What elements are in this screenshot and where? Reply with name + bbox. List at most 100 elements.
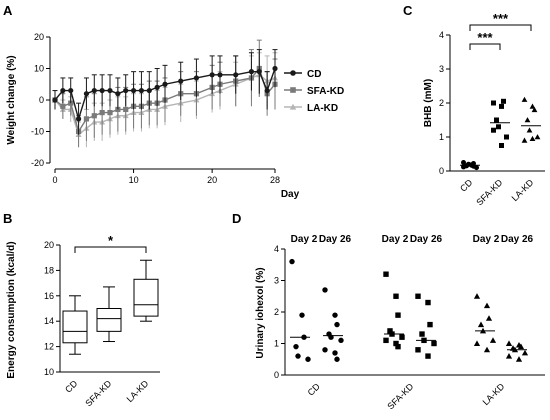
panel-a-y-tick-label: 0 [39,95,44,105]
panel-c-y-axis-title: BHB (mM) [423,79,434,127]
panel-d-point [477,321,485,328]
panel-label-a: A [3,3,13,18]
panel-d-category-label: CD [306,381,323,398]
panel-c-point [496,124,501,130]
panel-a-point [91,113,97,119]
panel-a-legend-label: LA-KD [307,103,338,114]
panel-a-y-tick-label: 10 [34,64,44,74]
panel-c-significance-bracket [469,24,532,31]
panel-b-y-tick-label: 14 [44,316,54,326]
panel-d-cd-day26-header: Day 26 [319,234,352,245]
panel-a-point [123,87,129,94]
panel-d-point [332,312,338,318]
panel-d-point [289,258,295,265]
panel-a-point [217,72,223,78]
panel-d-point [419,331,425,337]
panel-d-point [473,340,481,346]
panel-a-y-tick-label: -10 [31,127,44,137]
panel-b-y-tick-label: 16 [44,291,54,301]
panel-d-category-label: LA-KD [481,381,507,407]
panel-d-point [425,353,431,359]
panel-c-significance-label: *** [477,30,493,45]
panel-d-point [415,347,421,353]
panel-d-la-day26-header: Day 26 [501,234,534,245]
panel-a-legend-marker [290,87,296,93]
panel-a-point [272,65,278,72]
panel-d-point [473,293,481,299]
panel-c-category-label: CD [458,177,475,194]
panel-c-y-tick-label: 4 [439,30,444,40]
panel-a-point [52,97,58,103]
panel-a-y-tick-label: 20 [34,32,44,42]
panel-b-y-tick-label: 10 [44,367,54,377]
panel-d-point [334,356,340,362]
panel-c-y-tick-label: 0 [439,166,444,176]
panel-b-significance-bracket [74,246,147,253]
panel-d-point [322,347,328,353]
panel-d-point [399,334,405,340]
panel-d-point [332,350,338,356]
panel-b-category-label: CD [63,378,80,395]
panel-b-category-label: LA-KD [125,378,151,404]
panel-c-significance-bracket [469,43,501,50]
panel-d-point [505,340,513,346]
panel-c-point [526,127,533,133]
panel-d-sfa-day2-header: Day 2 [382,234,409,245]
panel-d-point [383,271,389,277]
panel-d-point [395,343,401,350]
panel-d-point [295,353,301,359]
panel-c-y-tick-label: 1 [439,132,444,142]
panel-a-point [193,75,200,81]
panel-d-point [299,312,305,318]
panel-a-x-tick-label: 10 [129,175,139,185]
panel-a-x-axis-title: Day [281,189,300,200]
panel-c-point [534,134,541,140]
panel-c-point [494,117,499,123]
panel-a-point [233,72,239,78]
panel-c-point [504,134,509,140]
panel-a-point [154,84,160,90]
panel-a-point [264,87,270,94]
panel-d-point [393,293,399,299]
panel-b-box [96,308,122,332]
panel-a-point [107,110,113,116]
panel-c-point [471,163,476,169]
panel-a-point [107,87,113,94]
panel-a-point [75,116,82,122]
panel-d-point [483,346,491,353]
panel-a-point [99,110,105,116]
panel-d-point [383,337,389,344]
panel-a-point [115,91,121,97]
panel-c-point [521,137,528,143]
panel-d-point [338,337,344,344]
panel-c-category-label: LA-KD [510,177,536,203]
panel-d-point [415,293,421,299]
panel-b-category-label: SFA-KD [83,378,113,408]
panel-d-point [322,287,328,293]
panel-a-y-axis-title: Weight change (%) [6,55,17,144]
panel-d-point [485,315,493,321]
panel-a-point [146,87,152,94]
panel-a-series-line [54,68,276,122]
panel-d-point [431,340,437,347]
panel-c-point [491,127,496,133]
panel-a-point [178,78,184,84]
panel-d-point [387,328,393,334]
panel-d-point [395,312,401,318]
panel-d-y-tick-label: 0 [274,370,279,380]
panel-d-point [305,356,311,362]
panel-a-point [91,87,97,94]
panel-b-y-tick-label: 12 [44,342,54,352]
panel-d-y-tick-label: 4 [274,244,279,254]
panel-c-point [531,106,538,113]
panel-label-b: B [3,211,12,226]
panel-c-y-tick-label: 3 [439,64,444,74]
panel-b-box [133,278,159,317]
panel-a-point [60,87,66,94]
panel-a-legend-marker [289,103,297,110]
panel-a-point [138,87,145,94]
panel-c-point [521,96,528,102]
panel-d-point [334,321,340,328]
panel-d-sfa-day26-header: Day 26 [410,234,443,245]
